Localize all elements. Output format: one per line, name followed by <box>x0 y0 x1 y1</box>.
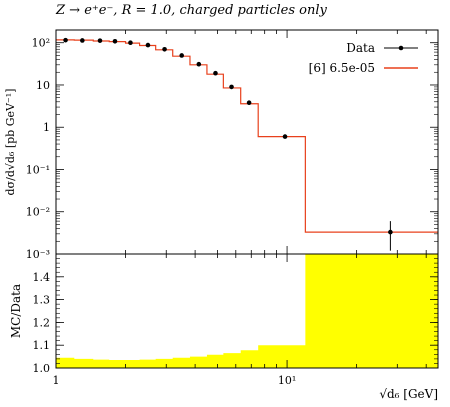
legend-marker-data-point <box>398 45 404 51</box>
main-y-tick-label: 1 <box>43 121 50 134</box>
main-y-tick-label: 10 <box>36 79 50 92</box>
main-y-axis-label: dσ/d√d₆ [pb GeV⁻¹] <box>4 89 17 196</box>
data-point <box>229 84 234 90</box>
main-plot-frame <box>55 29 439 255</box>
x-tick-label: 1 <box>53 374 60 387</box>
chart-title: Z → e⁺e⁻, R = 1.0, charged particles onl… <box>56 3 327 18</box>
ratio-y-tick-label: 1.3 <box>33 294 51 307</box>
main-y-tick-label: 10⁻² <box>26 206 50 219</box>
data-point <box>246 100 252 106</box>
data-point <box>112 39 118 44</box>
ratio-y-tick-label: 1.4 <box>33 271 51 284</box>
ratio-y-axis-label: MC/Data <box>9 284 23 338</box>
legend-label-data: Data <box>346 41 375 55</box>
legend-label-mc: [6] 6.5e-05 <box>309 61 375 75</box>
data-point <box>282 134 288 139</box>
data-point <box>63 37 68 43</box>
x-tick-label: 10¹ <box>278 374 296 387</box>
main-y-tick-label: 10⁻³ <box>26 248 50 261</box>
mc-histogram-line <box>56 39 438 233</box>
x-axis-label: √d₆ [GeV] <box>379 387 438 401</box>
data-point <box>388 229 393 235</box>
data-point <box>196 61 202 67</box>
ratio-y-tick-label: 1.0 <box>33 362 51 375</box>
data-point <box>145 42 151 48</box>
data-point <box>213 70 218 76</box>
main-y-tick-label: 10² <box>32 37 50 50</box>
data-point <box>162 46 167 52</box>
ratio-uncertainty-band <box>56 254 438 368</box>
ratio-plot-frame <box>55 253 439 369</box>
data-point <box>80 38 85 43</box>
data-point <box>128 40 133 46</box>
main-y-tick-label: 10⁻¹ <box>26 163 50 176</box>
ratio-y-tick-label: 1.1 <box>33 339 51 352</box>
ratio-y-tick-label: 1.2 <box>33 316 51 329</box>
data-point <box>97 38 103 43</box>
data-point <box>179 53 185 58</box>
